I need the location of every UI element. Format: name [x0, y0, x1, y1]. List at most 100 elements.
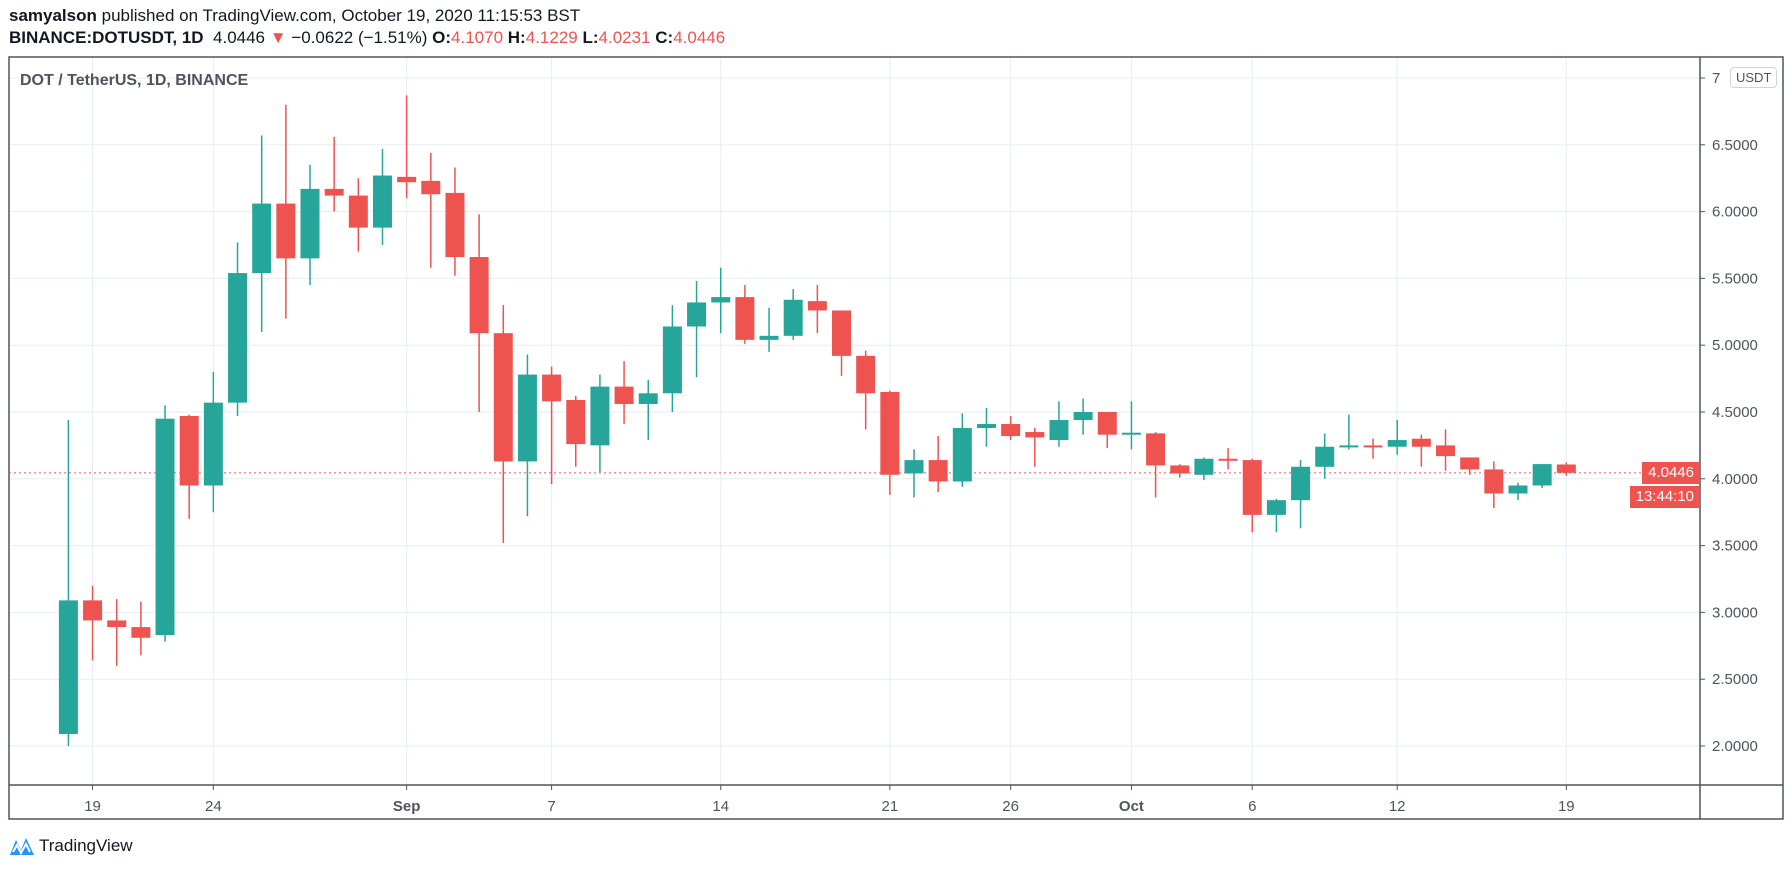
x-tick-label: 7 — [547, 798, 555, 815]
candle-up — [300, 188, 320, 259]
candle-down — [445, 192, 465, 258]
currency-badge[interactable]: USDT — [1730, 67, 1778, 88]
candle-up — [711, 297, 731, 303]
x-tick-label: 12 — [1389, 798, 1406, 815]
candle-up — [662, 326, 682, 394]
y-tick-label: 2.0000 — [1712, 738, 1758, 755]
candle-down — [1484, 469, 1504, 494]
candle-down — [1146, 433, 1166, 466]
y-tick-label: 6.0000 — [1712, 204, 1758, 221]
candle-down — [1556, 464, 1576, 473]
last-price-label: 4.0446 — [1642, 461, 1700, 484]
x-tick-label: 19 — [1558, 798, 1575, 815]
candle-up — [1073, 412, 1093, 421]
candle-down — [179, 416, 199, 486]
candle-down — [1001, 424, 1021, 437]
candle-down — [1025, 432, 1045, 438]
candle-down — [1411, 438, 1431, 447]
candle-down — [83, 600, 103, 621]
countdown-label: 13:44:10 — [1629, 485, 1700, 508]
candle-down — [324, 188, 344, 196]
publish-info: samyalson published on TradingView.com, … — [9, 6, 580, 26]
open-value: 4.1070 — [451, 28, 504, 47]
author-name: samyalson — [9, 6, 97, 25]
y-tick-label: 7 — [1712, 70, 1720, 87]
candle-down — [542, 374, 562, 402]
candle-up — [1266, 500, 1286, 515]
candle-up — [1532, 464, 1552, 486]
candle-down — [1242, 460, 1262, 515]
candle-up — [372, 175, 392, 228]
chart-legend: DOT / TetherUS, 1D, BINANCE — [20, 72, 249, 89]
y-tick-label: 3.0000 — [1712, 604, 1758, 621]
candle-up — [517, 374, 537, 462]
high-value: 4.1229 — [525, 28, 578, 47]
candle-up — [58, 600, 78, 734]
candle-up — [228, 273, 248, 403]
candle-down — [1170, 465, 1190, 474]
candle-up — [155, 418, 175, 636]
candle-down — [880, 391, 900, 475]
x-tick-label: 21 — [881, 798, 898, 815]
candle-down — [614, 386, 634, 404]
candle-up — [1121, 432, 1141, 435]
y-tick-label: 4.5000 — [1712, 404, 1758, 421]
y-tick-label: 2.5000 — [1712, 671, 1758, 688]
candle-down — [107, 620, 127, 628]
candle-down — [493, 333, 513, 462]
candle-down — [276, 203, 296, 259]
candle-down — [348, 195, 368, 228]
price-change: −0.0622 (−1.51%) — [291, 28, 428, 47]
last-price: 4.0446 — [213, 28, 266, 47]
x-tick-label: 19 — [84, 798, 101, 815]
candle-up — [687, 302, 707, 327]
candle-up — [976, 424, 996, 429]
candle-down — [1218, 458, 1238, 461]
candle-up — [1194, 458, 1214, 475]
low-value: 4.0231 — [598, 28, 651, 47]
candle-up — [1315, 446, 1335, 467]
x-tick-label: 6 — [1248, 798, 1256, 815]
candle-up — [759, 335, 779, 340]
candle-up — [590, 386, 610, 446]
y-tick-label: 4.0000 — [1712, 471, 1758, 488]
tradingview-logo[interactable]: TradingView — [9, 836, 133, 856]
y-tick-label: 3.5000 — [1712, 538, 1758, 555]
x-tick-label: 14 — [712, 798, 729, 815]
candle-up — [1387, 440, 1407, 447]
candle-down — [1097, 412, 1117, 435]
candle-up — [1508, 485, 1528, 494]
candle-down — [735, 297, 755, 340]
candle-down — [807, 301, 827, 311]
low-label: L: — [582, 28, 599, 47]
candle-down — [131, 627, 151, 638]
tradingview-logo-icon — [10, 838, 34, 856]
x-tick-label: Sep — [393, 798, 421, 815]
candle-up — [952, 428, 972, 482]
candle-up — [252, 203, 272, 274]
candle-up — [904, 460, 924, 474]
close-label: C: — [655, 28, 674, 47]
close-value: 4.0446 — [673, 28, 726, 47]
candle-up — [638, 393, 658, 404]
candle-down — [469, 257, 489, 334]
candle-down — [1363, 445, 1383, 448]
candle-down — [566, 399, 586, 445]
open-label: O: — [432, 28, 452, 47]
candle-up — [1291, 466, 1311, 501]
candle-up — [1049, 420, 1069, 441]
published-text: published on TradingView.com, October 19… — [101, 6, 581, 25]
candle-down — [1460, 457, 1480, 470]
x-tick-label: 24 — [205, 798, 222, 815]
y-tick-label: 5.5000 — [1712, 270, 1758, 287]
candle-down — [421, 180, 441, 195]
candle-up — [783, 299, 803, 336]
high-label: H: — [507, 28, 526, 47]
chart-frame — [8, 56, 1784, 820]
x-tick-label: Oct — [1119, 798, 1144, 815]
symbol-info: BINANCE:DOTUSDT, 1D 4.0446 ▼ −0.0622 (−1… — [9, 28, 725, 48]
y-tick-label: 6.5000 — [1712, 137, 1758, 154]
symbol: BINANCE:DOTUSDT, 1D — [9, 28, 204, 47]
candle-down — [832, 310, 852, 356]
